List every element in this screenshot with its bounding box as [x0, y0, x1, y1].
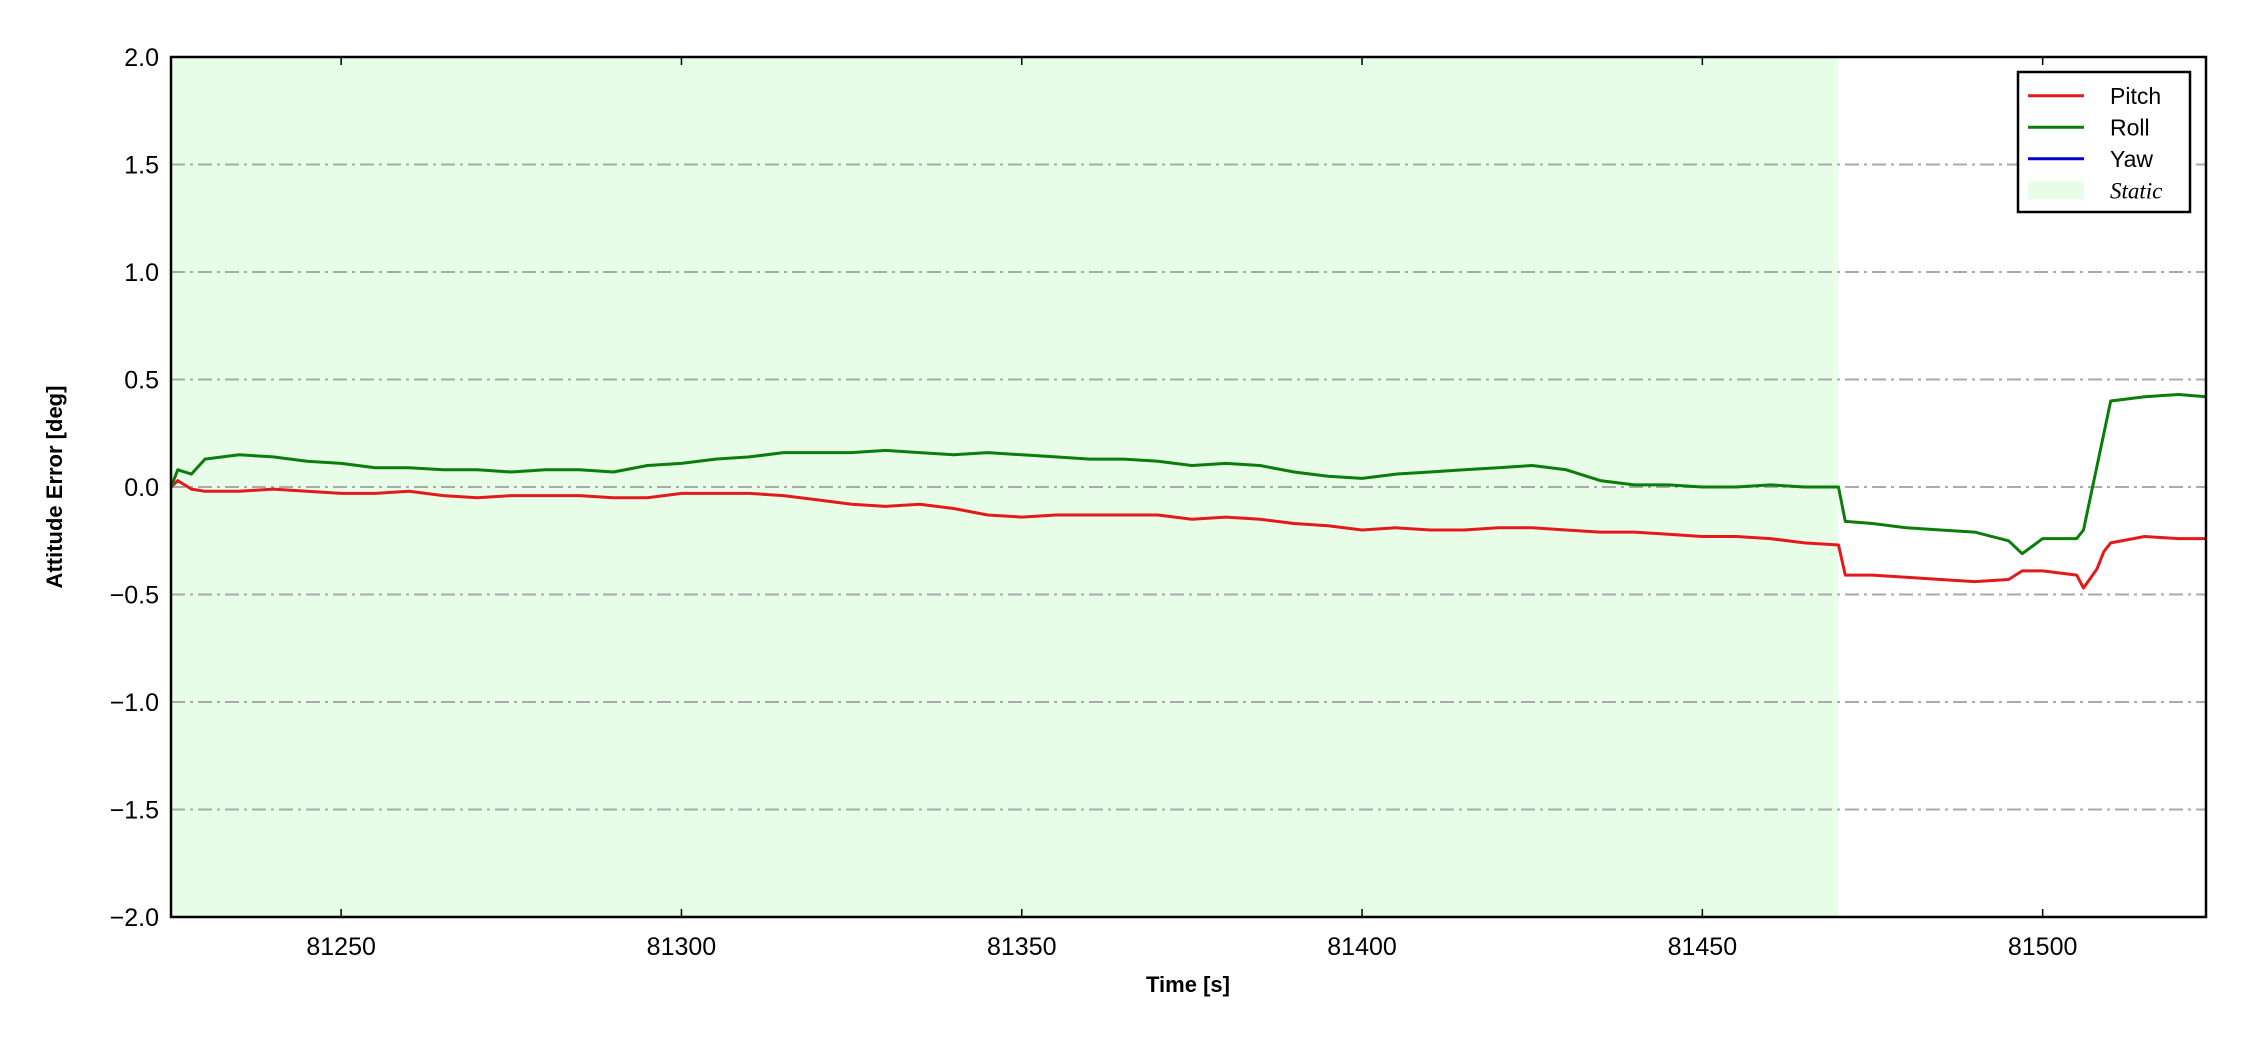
y-tick-label: −1.5 — [110, 797, 159, 825]
y-tick-label: 1.0 — [124, 259, 159, 287]
legend-label: Static — [2110, 178, 2162, 203]
x-tick-label: 81350 — [987, 933, 1057, 961]
line-roll — [169, 393, 2207, 556]
line-pitch — [169, 479, 2206, 590]
x-tick-label: 81500 — [2008, 933, 2078, 961]
x-tick-label: 81450 — [1668, 933, 1738, 961]
y-tick-label: −1.0 — [110, 689, 159, 717]
y-tick-label: −0.5 — [110, 582, 159, 610]
y-tick-label: 0.0 — [124, 474, 159, 502]
legend-label: Pitch — [2110, 83, 2161, 109]
legend-swatch — [2028, 181, 2084, 200]
y-tick-label: 0.5 — [124, 367, 159, 395]
x-tick-label: 81250 — [306, 933, 376, 961]
legend-label: Roll — [2110, 114, 2150, 140]
y-axis-label: Attitude Error [deg] — [42, 386, 67, 589]
plot-frame — [169, 55, 2208, 919]
legend-label: Yaw — [2110, 146, 2153, 172]
y-tick-label: −2.0 — [110, 904, 159, 932]
x-tick-label: 81300 — [647, 933, 717, 961]
x-tick-label: 81400 — [1327, 933, 1397, 961]
x-axis-label: Time [s] — [1146, 972, 1230, 997]
y-tick-label: 1.5 — [124, 152, 159, 180]
y-tick-label: 2.0 — [124, 44, 159, 72]
